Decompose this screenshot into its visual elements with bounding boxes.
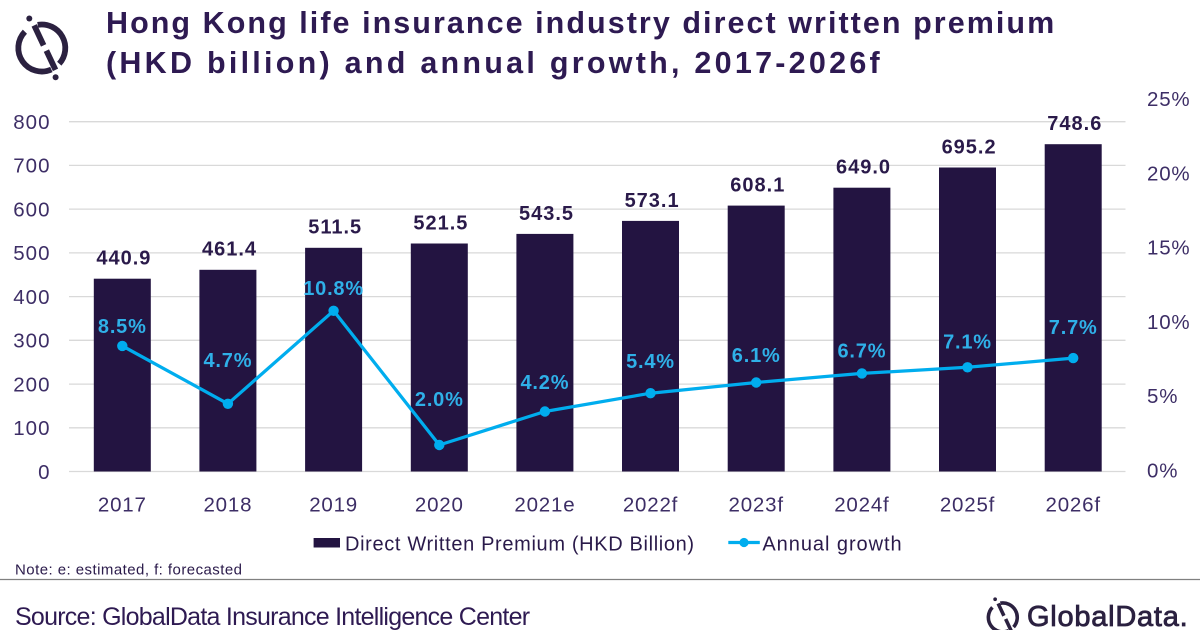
- svg-text:543.5: 543.5: [519, 203, 574, 225]
- svg-text:6.1%: 6.1%: [732, 345, 781, 367]
- svg-text:Direct Written Premium (HKD Bi: Direct Written Premium (HKD Billion): [345, 534, 695, 556]
- svg-text:700: 700: [13, 155, 50, 178]
- svg-text:4.7%: 4.7%: [204, 350, 253, 372]
- svg-text:461.4: 461.4: [202, 239, 257, 261]
- svg-text:800: 800: [13, 111, 50, 134]
- svg-text:10.8%: 10.8%: [303, 278, 364, 300]
- svg-text:100: 100: [13, 417, 50, 440]
- svg-text:10%: 10%: [1147, 311, 1190, 334]
- svg-text:440.9: 440.9: [96, 248, 151, 270]
- svg-text:7.1%: 7.1%: [943, 331, 992, 353]
- svg-text:Annual growth: Annual growth: [762, 534, 902, 556]
- svg-text:695.2: 695.2: [942, 136, 997, 158]
- svg-text:0: 0: [38, 461, 50, 484]
- svg-text:2017: 2017: [98, 494, 147, 517]
- svg-text:2024f: 2024f: [834, 494, 889, 517]
- svg-text:8.5%: 8.5%: [98, 316, 147, 338]
- svg-text:521.5: 521.5: [413, 212, 468, 234]
- svg-text:2018: 2018: [203, 494, 252, 517]
- svg-text:20%: 20%: [1147, 162, 1190, 185]
- svg-text:7.7%: 7.7%: [1049, 317, 1098, 339]
- svg-text:15%: 15%: [1147, 237, 1190, 260]
- svg-text:2021e: 2021e: [514, 494, 575, 517]
- svg-text:2022f: 2022f: [623, 494, 678, 517]
- svg-text:511.5: 511.5: [308, 217, 362, 239]
- svg-text:200: 200: [13, 373, 50, 396]
- svg-text:2019: 2019: [309, 494, 358, 517]
- svg-text:300: 300: [13, 330, 50, 353]
- svg-text:0%: 0%: [1147, 459, 1178, 482]
- svg-text:5%: 5%: [1147, 385, 1178, 408]
- svg-text:2023f: 2023f: [729, 494, 784, 517]
- svg-text:6.7%: 6.7%: [838, 341, 887, 363]
- svg-text:Note: e: estimated, f: forecas: Note: e: estimated, f: forecasted: [15, 562, 242, 579]
- svg-text:25%: 25%: [1147, 88, 1190, 111]
- svg-text:573.1: 573.1: [625, 190, 680, 212]
- svg-text:5.4%: 5.4%: [626, 351, 675, 373]
- svg-text:4.2%: 4.2%: [521, 372, 570, 394]
- svg-text:608.1: 608.1: [730, 175, 785, 197]
- svg-text:500: 500: [13, 242, 50, 265]
- svg-text:2026f: 2026f: [1046, 494, 1101, 517]
- svg-text:600: 600: [13, 198, 50, 221]
- svg-text:2.0%: 2.0%: [415, 389, 464, 411]
- svg-text:649.0: 649.0: [836, 157, 891, 179]
- svg-text:Source: GlobalData Insurance I: Source: GlobalData Insurance Intelligenc…: [15, 603, 530, 630]
- svg-text:2020: 2020: [415, 494, 464, 517]
- svg-text:400: 400: [13, 286, 50, 309]
- svg-text:2025f: 2025f: [940, 494, 995, 517]
- svg-text:748.6: 748.6: [1047, 113, 1102, 135]
